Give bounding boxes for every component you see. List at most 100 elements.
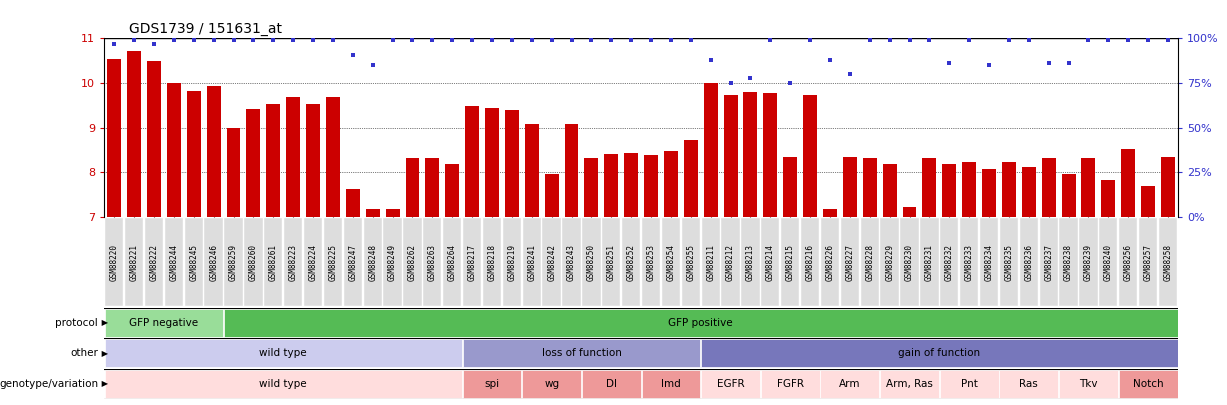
Point <box>761 37 780 43</box>
Point <box>621 37 640 43</box>
Point <box>582 37 601 43</box>
Text: GSM88220: GSM88220 <box>109 244 119 281</box>
Text: Notch: Notch <box>1133 379 1163 389</box>
Text: GSM88245: GSM88245 <box>189 244 199 281</box>
Bar <box>1141 186 1155 217</box>
FancyBboxPatch shape <box>782 219 799 306</box>
FancyBboxPatch shape <box>741 219 760 306</box>
Point <box>701 57 720 63</box>
Point <box>562 37 582 43</box>
Point <box>1059 60 1079 67</box>
Point <box>919 37 939 43</box>
FancyBboxPatch shape <box>901 219 919 306</box>
Bar <box>704 83 718 217</box>
Bar <box>724 96 737 217</box>
Text: GSM88251: GSM88251 <box>607 244 616 281</box>
Bar <box>644 155 658 217</box>
Text: wg: wg <box>544 379 560 389</box>
FancyBboxPatch shape <box>880 370 939 398</box>
Bar <box>783 156 798 217</box>
Bar <box>962 162 977 217</box>
Bar <box>525 124 539 217</box>
FancyBboxPatch shape <box>761 370 820 398</box>
FancyBboxPatch shape <box>503 219 521 306</box>
Bar <box>664 151 677 217</box>
FancyBboxPatch shape <box>363 219 382 306</box>
Text: GSM88234: GSM88234 <box>984 244 994 281</box>
FancyBboxPatch shape <box>104 370 461 398</box>
FancyBboxPatch shape <box>244 219 263 306</box>
Text: GSM88238: GSM88238 <box>1064 244 1074 281</box>
Text: Imd: Imd <box>661 379 681 389</box>
Bar <box>326 97 340 217</box>
Text: GSM88250: GSM88250 <box>587 244 596 281</box>
Text: ▶: ▶ <box>99 349 108 358</box>
Bar <box>128 51 141 217</box>
Bar <box>147 61 161 217</box>
Text: GSM88214: GSM88214 <box>766 244 774 281</box>
Bar <box>843 156 856 217</box>
Bar <box>286 97 301 217</box>
FancyBboxPatch shape <box>661 219 680 306</box>
Text: GSM88249: GSM88249 <box>388 244 398 281</box>
Text: ▶: ▶ <box>99 379 108 388</box>
Point <box>244 37 264 43</box>
Text: GSM88230: GSM88230 <box>906 244 914 281</box>
FancyBboxPatch shape <box>542 219 561 306</box>
Bar <box>625 153 638 217</box>
Text: GSM88229: GSM88229 <box>885 244 894 281</box>
FancyBboxPatch shape <box>583 219 600 306</box>
FancyBboxPatch shape <box>463 339 701 367</box>
Text: GSM88243: GSM88243 <box>567 244 575 281</box>
FancyBboxPatch shape <box>404 219 422 306</box>
Point <box>303 37 323 43</box>
FancyBboxPatch shape <box>1139 219 1157 306</box>
FancyBboxPatch shape <box>443 219 461 306</box>
FancyBboxPatch shape <box>702 219 720 306</box>
Text: GSM88213: GSM88213 <box>746 244 755 281</box>
Point <box>1018 37 1038 43</box>
Point <box>860 37 880 43</box>
FancyBboxPatch shape <box>1020 219 1038 306</box>
Point <box>899 37 919 43</box>
Text: GSM88235: GSM88235 <box>1005 244 1014 281</box>
FancyBboxPatch shape <box>164 219 183 306</box>
FancyBboxPatch shape <box>463 219 481 306</box>
FancyBboxPatch shape <box>523 370 582 398</box>
Text: protocol: protocol <box>55 318 98 328</box>
Point <box>960 37 979 43</box>
Point <box>344 51 363 58</box>
Text: GSM88215: GSM88215 <box>785 244 795 281</box>
Bar <box>346 189 360 217</box>
Point <box>601 37 621 43</box>
Point <box>820 57 839 63</box>
FancyBboxPatch shape <box>145 219 163 306</box>
Point <box>1098 37 1118 43</box>
Text: GSM88232: GSM88232 <box>945 244 953 281</box>
FancyBboxPatch shape <box>642 370 701 398</box>
Bar <box>1022 167 1036 217</box>
Text: genotype/variation: genotype/variation <box>0 379 98 389</box>
Bar <box>247 109 260 217</box>
FancyBboxPatch shape <box>483 219 501 306</box>
Bar <box>167 83 180 217</box>
Text: loss of function: loss of function <box>541 348 621 358</box>
FancyBboxPatch shape <box>1000 219 1018 306</box>
Text: GSM88246: GSM88246 <box>209 244 218 281</box>
Text: GSM88253: GSM88253 <box>647 244 655 281</box>
Point <box>542 37 562 43</box>
Text: GSM88237: GSM88237 <box>1044 244 1053 281</box>
FancyBboxPatch shape <box>104 309 223 337</box>
Text: GSM88256: GSM88256 <box>1124 244 1133 281</box>
Text: GSM88262: GSM88262 <box>407 244 417 281</box>
FancyBboxPatch shape <box>999 370 1058 398</box>
Text: GSM88247: GSM88247 <box>348 244 357 281</box>
FancyBboxPatch shape <box>682 219 699 306</box>
FancyBboxPatch shape <box>283 219 302 306</box>
Point <box>1079 37 1098 43</box>
Bar <box>405 158 420 217</box>
FancyBboxPatch shape <box>761 219 779 306</box>
FancyBboxPatch shape <box>463 370 521 398</box>
Bar <box>763 93 777 217</box>
Bar <box>485 108 499 217</box>
